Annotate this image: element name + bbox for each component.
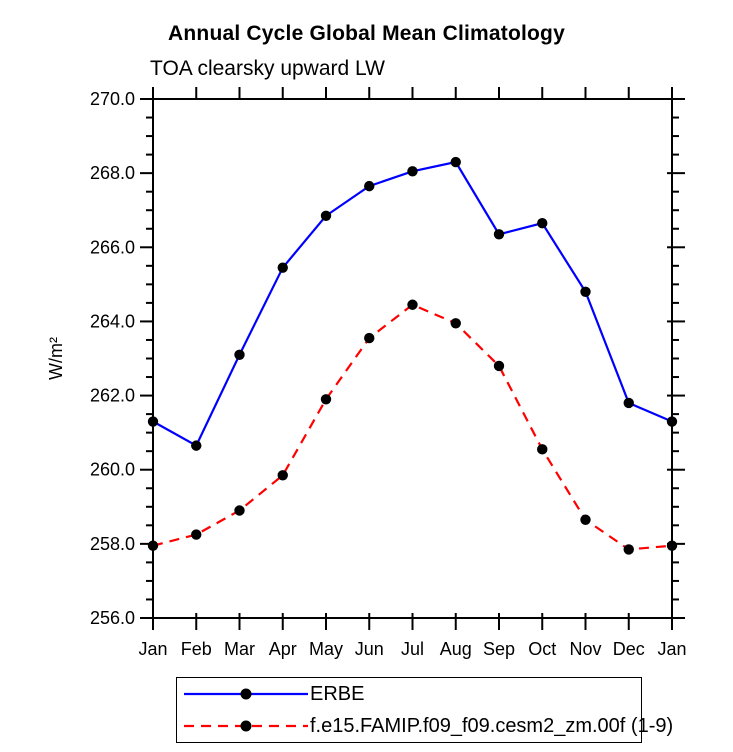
erbe-line-sample-icon	[184, 688, 308, 700]
y-tick-label: 256.0	[90, 608, 135, 628]
data-point-marker	[493, 229, 505, 240]
x-tick-label: Jun	[355, 639, 384, 659]
data-point-marker	[623, 397, 634, 409]
data-point-marker	[450, 318, 461, 329]
x-tick-label: Jan	[138, 639, 167, 659]
data-point-marker	[147, 416, 159, 427]
data-point-marker	[191, 529, 202, 540]
chart-title: Annual Cycle Global Mean Climatology	[168, 22, 565, 45]
legend-box: ERBE f.e15.FAMIP.f09_f09.cesm2_zm.00f (1…	[176, 677, 673, 743]
y-tick-label: 268.0	[90, 163, 135, 183]
y-tick-label: 266.0	[90, 237, 135, 257]
y-axis-title: W/m²	[46, 337, 66, 380]
legend-item-model: f.e15.FAMIP.f09_f09.cesm2_zm.00f (1-9)	[177, 711, 673, 741]
y-tick-label: 262.0	[90, 386, 135, 406]
x-tick-label: Nov	[569, 639, 601, 659]
data-point-marker	[191, 440, 202, 451]
data-point-marker	[493, 360, 505, 372]
x-tick-label: Oct	[528, 639, 556, 659]
legend-label-model: f.e15.FAMIP.f09_f09.cesm2_zm.00f (1-9)	[310, 714, 674, 737]
data-point-marker	[537, 217, 548, 229]
data-point-marker	[234, 505, 245, 516]
chart-subtitle: TOA clearsky upward LW	[150, 57, 385, 80]
data-point-marker	[580, 514, 591, 525]
x-tick-label: Aug	[440, 639, 472, 659]
x-tick-label: May	[309, 639, 343, 659]
y-tick-label: 258.0	[90, 534, 135, 554]
data-point-marker	[277, 262, 288, 273]
data-point-marker	[320, 210, 332, 221]
x-tick-label: Dec	[613, 639, 645, 659]
x-tick-label: Apr	[269, 639, 297, 659]
plot-border	[152, 98, 673, 619]
data-point-marker	[320, 394, 332, 405]
data-point-marker	[537, 444, 548, 455]
data-point-marker	[580, 286, 591, 297]
data-point-marker	[666, 416, 678, 427]
data-point-marker	[364, 180, 375, 192]
y-tick-label: 264.0	[90, 311, 135, 331]
model-line-sample-icon	[184, 720, 308, 732]
x-tick-label: Feb	[181, 639, 212, 659]
legend-item-erbe: ERBE	[177, 679, 641, 709]
data-point-marker	[407, 299, 418, 310]
data-point-marker	[623, 544, 634, 555]
data-point-marker	[364, 332, 375, 344]
x-tick-label: Jul	[401, 639, 424, 659]
x-tick-label: Jan	[657, 639, 686, 659]
data-point-marker	[234, 349, 245, 360]
y-tick-label: 260.0	[90, 460, 135, 480]
data-point-marker	[407, 166, 418, 177]
model-line	[152, 303, 673, 551]
x-tick-label: Sep	[483, 639, 515, 659]
data-point-marker	[450, 156, 461, 168]
x-tick-label: Mar	[224, 639, 255, 659]
legend-label-erbe: ERBE	[310, 683, 365, 706]
data-point-marker	[666, 540, 678, 551]
data-point-marker	[277, 470, 288, 481]
data-point-marker	[147, 540, 159, 551]
y-tick-label: 270.0	[90, 89, 135, 109]
